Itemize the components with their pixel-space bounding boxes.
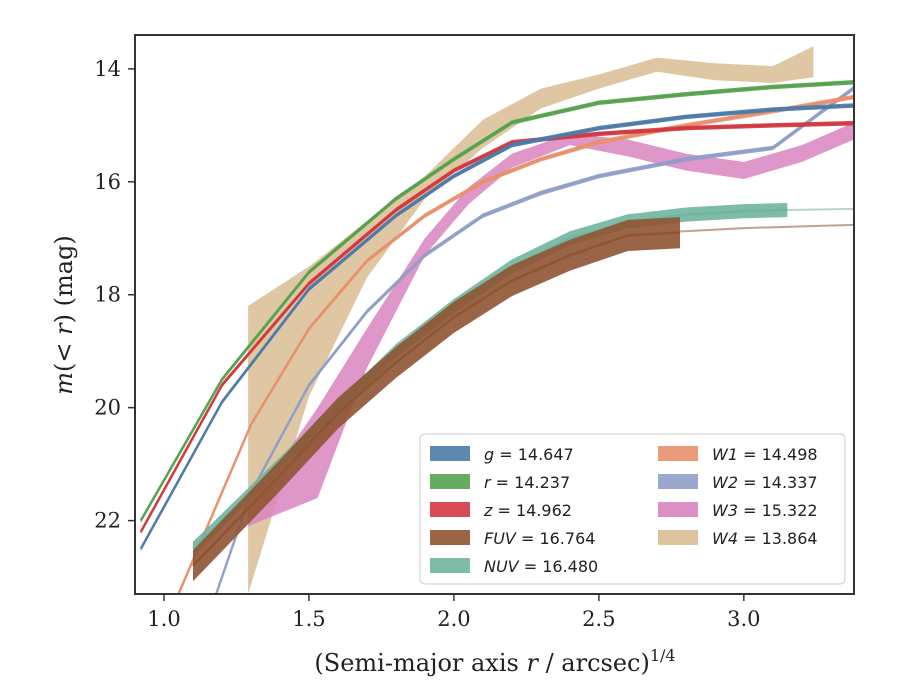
legend-label-r-name: r	[484, 473, 492, 492]
legend-label-w4-value: = 13.864	[738, 529, 818, 548]
legend-label-w2: W2 = 14.337	[712, 473, 818, 492]
tick-layer: 1.0 1.5 2.0 2.5 3.0 14 16 18 20 22	[94, 57, 760, 631]
y-tick-label: 18	[94, 283, 121, 307]
legend-label-fuv: FUV = 16.764	[484, 529, 595, 548]
y-tick-label: 14	[94, 57, 121, 81]
legend-swatch-g	[430, 446, 470, 461]
legend-label-g-name: g	[484, 445, 494, 464]
legend-label-w1-name: W1	[712, 445, 738, 464]
legend-label-w2-value: = 14.337	[738, 473, 818, 492]
y-axis-title-m: m	[50, 372, 78, 395]
legend-box	[419, 433, 846, 585]
legend-swatch-r	[430, 474, 470, 489]
x-tick-label: 2.0	[437, 607, 470, 631]
x-axis-title: (Semi-major axis r / arcsec)1/4	[314, 646, 675, 677]
legend-label-r: r = 14.237	[484, 473, 570, 492]
plot-frame	[134, 34, 855, 595]
legend-swatch-w1	[658, 446, 698, 461]
series-w1-line	[177, 95, 854, 594]
legend-label-w4: W4 = 13.864	[712, 529, 818, 548]
series-w3-band	[248, 122, 854, 527]
y-axis-title-paren: (<	[50, 335, 78, 372]
legend-label-r-value: = 14.237	[491, 473, 571, 492]
legend-label-z-value: = 14.962	[492, 501, 572, 520]
legend-label-fuv-name: FUV	[484, 529, 517, 548]
y-tick-label: 22	[94, 509, 121, 533]
legend-label-nuv-value: = 16.480	[519, 557, 599, 576]
legend-swatch-nuv	[430, 558, 470, 573]
legend-swatch-z	[430, 502, 470, 517]
x-tick-label: 3.0	[727, 607, 760, 631]
legend-label-fuv-value: = 16.764	[516, 529, 596, 548]
y-axis-title: m(< r) (mag)	[50, 235, 78, 395]
legend-label-w3-name: W3	[712, 501, 738, 520]
x-tick-label: 1.0	[147, 607, 180, 631]
legend-label-w3: W3 = 15.322	[712, 501, 818, 520]
series-nuv-extension	[787, 207, 854, 211]
legend-label-w2-name: W2	[712, 473, 738, 492]
series-g-line	[139, 104, 854, 550]
legend-label-z: z = 14.962	[483, 501, 572, 520]
series-w2-line	[215, 86, 854, 594]
series-z-line	[139, 121, 854, 533]
y-tick-label: 16	[94, 170, 121, 194]
y-tick-label: 20	[94, 396, 121, 420]
legend-swatch-fuv	[430, 530, 470, 545]
legend-swatch-w2	[658, 474, 698, 489]
x-tick-label: 2.5	[582, 607, 615, 631]
legend-label-nuv: NUV = 16.480	[484, 557, 598, 576]
x-axis-title-exponent: 1/4	[650, 646, 676, 665]
x-axis-title-prefix: (Semi-major axis	[314, 649, 526, 677]
legend-label-w3-value: = 15.322	[738, 501, 818, 520]
legend-swatch-w4	[658, 530, 698, 545]
legend-label-w1-value: = 14.498	[738, 445, 818, 464]
legend-label-nuv-name: NUV	[484, 557, 520, 576]
legend-label-w1: W1 = 14.498	[712, 445, 818, 464]
series-r-line	[139, 81, 854, 522]
series-layer	[139, 46, 854, 594]
series-fuv-extension	[679, 223, 854, 233]
x-axis-title-suffix: / arcsec)	[538, 649, 650, 677]
legend-swatch-w3	[658, 502, 698, 517]
series-fuv-line	[192, 231, 681, 567]
series-r-band	[140, 80, 854, 523]
x-tick-label: 1.5	[292, 607, 325, 631]
x-axis-title-r: r	[526, 649, 539, 677]
y-axis-title-suffix: ) (mag)	[50, 235, 78, 323]
legend-label-g: g = 14.647	[484, 445, 574, 464]
legend-label-z-name: z	[483, 501, 493, 520]
y-axis-title-r: r	[50, 322, 78, 335]
legend-label-g-value: = 14.647	[494, 445, 574, 464]
legend-label-w4-name: W4	[712, 529, 738, 548]
